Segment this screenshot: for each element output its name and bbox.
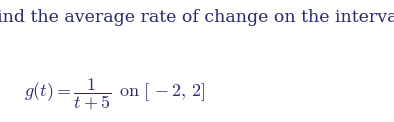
Text: $g(t) = \dfrac{1}{t+5}\ \,\mathrm{on}\ [\,-2,\,2]$: $g(t) = \dfrac{1}{t+5}\ \,\mathrm{on}\ [… xyxy=(24,77,205,112)
Text: Find the average rate of change on the interval.: Find the average rate of change on the i… xyxy=(0,9,394,25)
